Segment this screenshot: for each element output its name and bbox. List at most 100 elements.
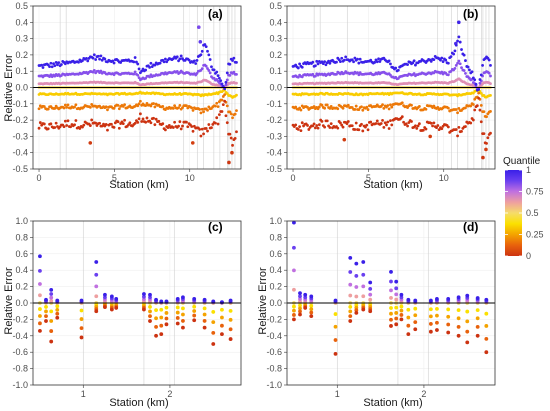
data-point [74, 103, 78, 107]
data-point [49, 298, 54, 303]
data-point [489, 63, 492, 67]
data-point [141, 117, 145, 121]
data-point [41, 66, 45, 69]
data-point [298, 309, 302, 314]
data-point [207, 123, 211, 126]
data-point [354, 294, 359, 299]
data-point [457, 125, 461, 129]
data-point [149, 104, 153, 108]
data-point [154, 117, 158, 121]
data-point [159, 299, 164, 304]
data-point [203, 43, 207, 46]
legend-tick-label: 0.25 [526, 230, 544, 240]
data-point [163, 128, 167, 132]
data-point [348, 319, 353, 323]
data-point [489, 131, 492, 135]
data-point [154, 325, 158, 329]
data-point [137, 76, 141, 80]
data-point [55, 304, 60, 309]
data-point [464, 72, 467, 75]
data-point [475, 296, 480, 300]
data-point [148, 75, 152, 79]
data-point [407, 121, 411, 124]
data-point [348, 256, 353, 260]
data-point [192, 313, 197, 318]
data-point [446, 314, 451, 319]
data-point [356, 71, 359, 75]
data-point [325, 103, 329, 107]
data-point [454, 63, 458, 67]
data-point [350, 124, 354, 128]
data-point [299, 129, 303, 133]
data-point [465, 329, 470, 334]
data-point [478, 78, 482, 81]
data-point [345, 122, 349, 125]
data-point [354, 285, 359, 289]
data-point [335, 72, 338, 76]
data-point [224, 114, 228, 118]
data-point [432, 58, 436, 62]
data-point [98, 121, 101, 125]
data-point [230, 150, 234, 155]
data-point [221, 103, 225, 107]
data-point [210, 65, 213, 69]
y-tick-label: -0.5 [266, 164, 282, 174]
data-point [465, 309, 470, 314]
data-point [178, 120, 182, 124]
data-point [153, 123, 157, 127]
data-point [389, 103, 392, 107]
data-point [220, 332, 224, 337]
data-point [142, 307, 146, 312]
data-point [361, 260, 366, 264]
data-point [140, 69, 144, 73]
data-point [462, 69, 466, 72]
data-point [223, 93, 227, 97]
data-point [164, 305, 169, 310]
data-point [88, 106, 92, 109]
data-point [298, 291, 302, 296]
data-point [364, 125, 367, 129]
data-point [481, 155, 485, 160]
data-point [132, 72, 136, 76]
data-point [348, 282, 353, 287]
data-point [457, 59, 461, 63]
data-point [369, 120, 373, 124]
data-point [121, 122, 125, 126]
data-point [478, 108, 482, 112]
axes-layer: -0.5 -0.4 -0.3 -0.2 -0.1 0.0 0.1 0.2 0.3 0.4 0.5 0 5… [12, 1, 496, 399]
data-point [475, 325, 480, 329]
data-point [56, 63, 59, 67]
data-point [49, 319, 54, 323]
data-point [211, 320, 216, 325]
data-point [171, 106, 175, 110]
data-point [366, 128, 370, 132]
data-point [292, 308, 296, 313]
data-point [57, 61, 61, 65]
data-point [210, 126, 213, 130]
data-point [440, 127, 444, 131]
data-point [207, 53, 211, 57]
x-tick-label: 0 [291, 173, 296, 183]
data-point [464, 106, 467, 110]
y-tick-label: -0.2 [12, 115, 28, 125]
data-point [298, 62, 302, 66]
y-tick-label: -0.1 [266, 99, 282, 109]
data-point [298, 303, 302, 308]
data-point [81, 125, 84, 129]
y-tick-label: 0.4 [269, 265, 282, 275]
panel-d-label: (d) [463, 220, 478, 234]
data-point [465, 293, 470, 298]
data-point [220, 300, 224, 305]
panel-c-label: (c) [208, 220, 223, 234]
data-point [49, 61, 53, 65]
data-point [192, 318, 197, 323]
data-point [148, 319, 152, 323]
data-point [368, 286, 373, 291]
data-point [464, 59, 467, 62]
data-point [292, 304, 296, 309]
data-point [42, 122, 46, 126]
data-point [175, 305, 180, 310]
x-tick-label: 0 [37, 173, 42, 183]
data-point [336, 126, 340, 130]
data-point [399, 313, 404, 317]
